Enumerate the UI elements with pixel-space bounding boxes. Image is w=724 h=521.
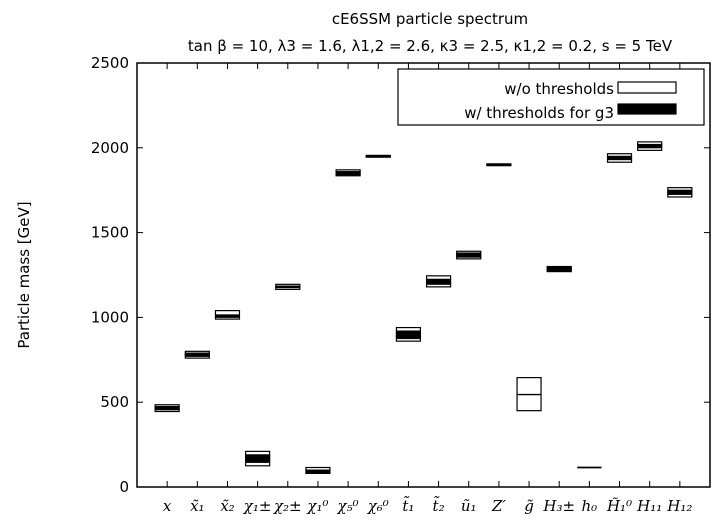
x-tick-label: h₀ [582, 497, 598, 515]
mass-box-filled [607, 155, 633, 161]
y-tick-label: 1500 [91, 224, 129, 242]
y-axis-label: Particle mass [GeV] [15, 201, 33, 348]
x-tick-label: x̃₁ [190, 497, 204, 515]
x-tick-label: χ₅⁰ [337, 497, 359, 515]
y-tick-label: 1000 [91, 308, 129, 326]
mass-box-filled [395, 330, 421, 340]
x-tick-label: t̃₂ [433, 496, 445, 515]
x-tick-label: ũ₁ [461, 497, 477, 515]
y-tick-label: 500 [100, 393, 129, 411]
x-tick-label: χ₁± [243, 497, 272, 515]
mass-box-filled [637, 143, 663, 149]
mass-box-filled [245, 454, 271, 463]
mass-box-filled [275, 285, 301, 289]
x-tick-label: H₁₂ [666, 497, 692, 515]
mass-box-filled [305, 469, 331, 474]
mass-box-filled [486, 163, 512, 167]
x-tick-label: χ₁⁰ [306, 497, 328, 515]
x-tick-label: H̃₁⁰ [606, 497, 632, 515]
mass-box-filled [365, 154, 391, 158]
mass-box-filled [184, 352, 210, 357]
mass-box-filled [426, 278, 452, 285]
legend: w/o thresholds w/ thresholds for g3 [397, 68, 705, 126]
mass-box-filled [456, 252, 482, 258]
x-tick-label: g̃ [524, 497, 534, 515]
mass-box-filled [335, 171, 361, 176]
y-tick-label: 2000 [91, 139, 129, 157]
x-tick-label: H₃± [542, 497, 575, 515]
legend-swatch-filled [617, 103, 677, 115]
plot-frame [136, 62, 711, 488]
x-tick-label: x [163, 497, 172, 515]
x-tick-label: χ₂± [273, 497, 302, 515]
mass-box-filled [154, 405, 180, 411]
y-tick-label: 2500 [91, 54, 129, 72]
legend-label-filled: w/ thresholds for g3 [464, 104, 614, 122]
x-tick-label: χ₆⁰ [367, 497, 389, 515]
mass-box-filled [546, 266, 572, 272]
chart-title: cE6SSM particle spectrum [332, 10, 528, 28]
x-tick-label: t̃₁ [402, 496, 414, 515]
y-tick-label: 0 [119, 478, 129, 496]
x-tick-label: H₁₁ [636, 497, 662, 515]
x-tick-label: x̃₂ [220, 497, 234, 515]
chart-subtitle: tan β = 10, λ3 = 1.6, λ1,2 = 2.6, κ3 = 2… [188, 37, 673, 55]
legend-box [397, 68, 705, 126]
mass-box-filled [214, 314, 240, 318]
legend-label-open: w/o thresholds [504, 80, 614, 98]
x-tick-label: Z′ [491, 497, 506, 515]
mass-box-filled [667, 189, 693, 195]
legend-swatch-open [617, 81, 677, 94]
